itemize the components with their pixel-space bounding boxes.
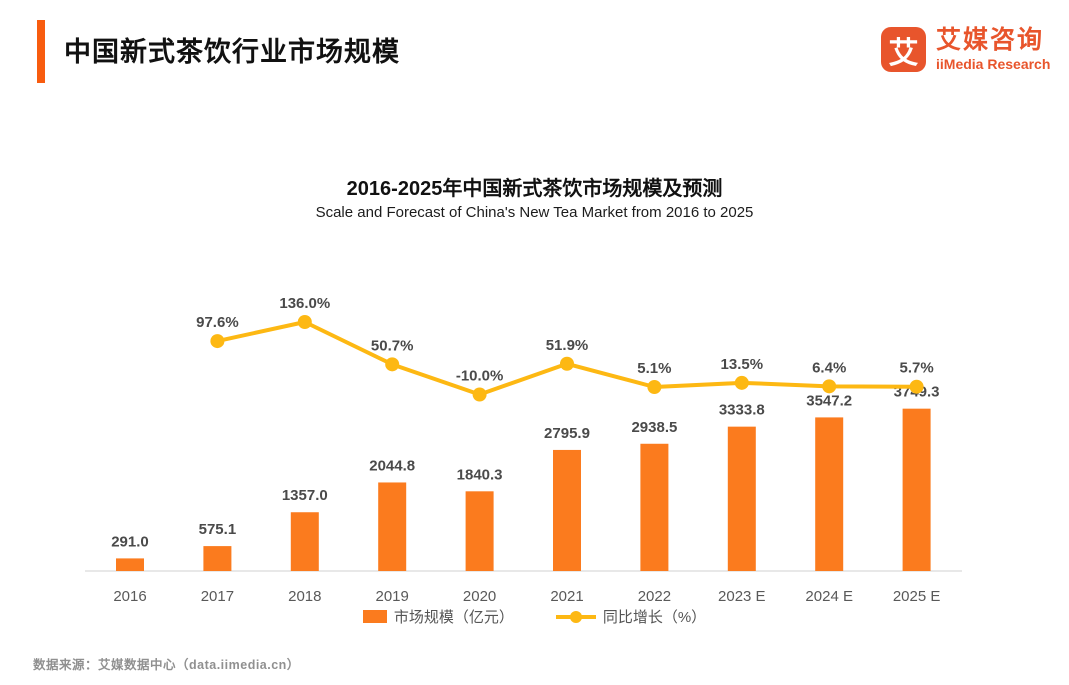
bar-value-label: 3333.8: [719, 402, 765, 419]
growth-point-2019: [385, 357, 400, 372]
bar-value-label: 1840.3: [457, 466, 503, 483]
growth-value-labels: 97.6% 136.0% 50.7% -10.0% 51.9% 5.1% 13.5% 6.4%…: [196, 295, 934, 385]
company-logo: 艾 艾媒咨询 iiMedia Research: [881, 26, 1051, 72]
data-source-note: 数据来源：艾媒数据中心（data.iimedia.cn）: [33, 658, 300, 672]
x-axis-label: 2019: [376, 588, 409, 605]
bar-2022: [640, 443, 669, 571]
bar-2023 E: [727, 426, 756, 571]
chart-subtitle: Scale and Forecast of China's New Tea Ma…: [315, 204, 754, 221]
x-axis-labels: 2016 2017 2018 2019 2020 2021 2022 2023 E 2024 E…: [113, 588, 940, 605]
bar-2024 E: [815, 417, 844, 571]
bar-value-label: 291.0: [111, 533, 149, 550]
growth-value-label: 136.0%: [279, 295, 330, 312]
bars-series: [116, 408, 931, 571]
growth-value-label: 97.6%: [196, 314, 239, 331]
growth-point-2017: [210, 334, 225, 349]
growth-value-label: 13.5%: [721, 356, 764, 373]
x-axis-label: 2025 E: [893, 588, 941, 605]
growth-point-2025 E: [909, 379, 924, 394]
bar-value-label: 2938.5: [631, 419, 677, 436]
chart-legend: 市场规模（亿元） 同比增长（%）: [0, 606, 1069, 627]
growth-value-label: 5.1%: [637, 360, 671, 377]
bar-value-label: 1357.0: [282, 487, 328, 504]
growth-value-label: -10.0%: [456, 368, 504, 385]
growth-point-2022: [647, 380, 662, 395]
bar-value-label: 2795.9: [544, 425, 590, 442]
x-axis-label: 2017: [201, 588, 234, 605]
bar-2016: [116, 558, 144, 571]
header-accent-bar: [37, 20, 45, 83]
x-axis-label: 2022: [638, 588, 671, 605]
x-axis-label: 2021: [550, 588, 583, 605]
growth-point-2023 E: [734, 375, 749, 390]
growth-line-series: [210, 314, 924, 402]
bar-2020: [465, 491, 494, 571]
bar-2025 E: [902, 408, 931, 571]
growth-point-2021: [560, 356, 574, 371]
page-title: 中国新式茶饮行业市场规模: [64, 37, 400, 67]
bar-2019: [378, 482, 407, 571]
growth-value-label: 50.7%: [371, 337, 414, 354]
bar-value-label: 575.1: [199, 521, 237, 538]
chart-title: 2016-2025年中国新式茶饮市场规模及预测: [346, 178, 723, 200]
legend-label: 市场规模（亿元）: [393, 609, 514, 626]
x-axis-label: 2024 E: [805, 588, 853, 605]
growth-value-label: 6.4%: [812, 359, 846, 376]
x-axis-label: 2020: [463, 588, 496, 605]
growth-point-2018: [297, 314, 312, 329]
combo-chart: 291.0 575.1 1357.0 2044.8 1840.3 2795.9 2938.5…: [85, 295, 962, 605]
growth-value-label: 51.9%: [546, 337, 589, 354]
bar-2017: [203, 546, 232, 571]
logo-name-cn: 艾媒咨询: [936, 26, 1045, 54]
x-axis-label: 2023 E: [718, 588, 766, 605]
logo-name-en: iiMedia Research: [936, 55, 1051, 72]
bar-value-label: 2044.8: [369, 457, 415, 474]
line-series-swatch-icon: [555, 610, 596, 623]
x-axis-label: 2018: [288, 588, 321, 605]
legend-item-line-series: 同比增长（%）: [555, 606, 707, 627]
bar-2021: [553, 449, 581, 571]
x-axis-label: 2016: [113, 588, 146, 605]
legend-item-bar-series: 市场规模（亿元）: [362, 606, 514, 627]
logo-icon: 艾: [881, 27, 926, 72]
bar-value-label: 3547.2: [806, 392, 852, 409]
growth-value-label: 5.7%: [899, 360, 933, 377]
growth-point-2020: [472, 387, 487, 402]
legend-label: 同比增长（%）: [602, 609, 707, 626]
logo-text: 艾媒咨询 iiMedia Research: [936, 26, 1051, 72]
growth-point-2024 E: [822, 379, 837, 394]
bar-series-swatch-icon: [362, 610, 387, 623]
bar-2018: [290, 512, 319, 571]
